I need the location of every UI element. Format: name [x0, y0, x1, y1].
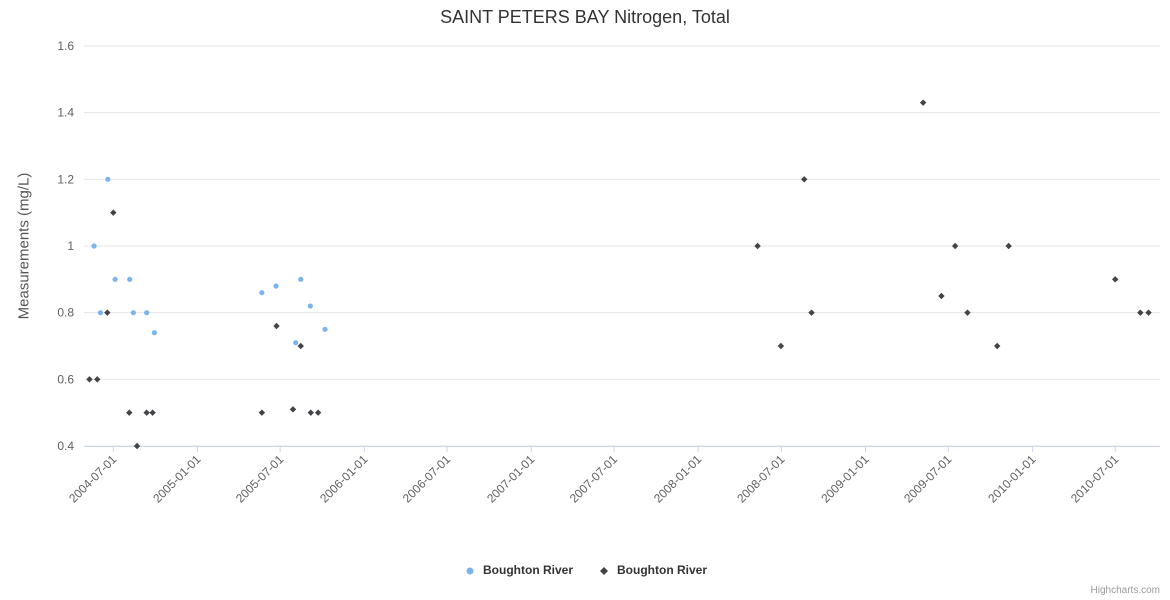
data-point[interactable] — [94, 376, 101, 383]
data-point[interactable] — [105, 176, 111, 182]
data-point[interactable] — [289, 406, 297, 413]
legend-item-boughton-river-1[interactable]: Boughton River — [463, 563, 573, 577]
data-point[interactable] — [307, 409, 315, 416]
data-point[interactable] — [91, 243, 97, 249]
data-point[interactable] — [322, 326, 328, 332]
y-tick-label: 1.4 — [57, 106, 74, 120]
x-tick-label: 2009-07-01 — [901, 452, 955, 506]
data-point[interactable] — [143, 409, 150, 416]
y-tick-label: 1.2 — [57, 172, 74, 186]
legend-label: Boughton River — [617, 563, 707, 577]
y-tick-label: 0.6 — [57, 372, 74, 386]
data-point[interactable] — [133, 442, 141, 450]
legend-item-boughton-river-2[interactable]: Boughton River — [597, 563, 707, 577]
data-point[interactable] — [1005, 242, 1012, 250]
x-tick-label: 2006-01-01 — [317, 452, 371, 506]
data-point[interactable] — [314, 409, 322, 416]
legend-label: Boughton River — [483, 563, 573, 577]
data-point[interactable] — [994, 342, 1001, 350]
data-point[interactable] — [273, 322, 280, 330]
data-point[interactable] — [801, 176, 808, 183]
data-point[interactable] — [1145, 309, 1152, 316]
diamond-marker-icon — [600, 567, 608, 575]
data-point[interactable] — [951, 242, 959, 250]
credits-link[interactable]: Highcharts.com — [1090, 585, 1160, 596]
x-tick-label: 2008-07-01 — [734, 452, 788, 506]
x-tick-label: 2009-01-01 — [818, 452, 872, 506]
y-tick-label: 1.6 — [57, 39, 74, 53]
chart-title: SAINT PETERS BAY Nitrogen, Total — [440, 7, 730, 27]
data-point[interactable] — [127, 276, 133, 282]
data-point[interactable] — [112, 276, 118, 282]
data-point[interactable] — [964, 309, 971, 316]
data-point[interactable] — [297, 342, 304, 350]
y-tick-label: 1 — [67, 239, 74, 253]
data-point[interactable] — [258, 409, 266, 416]
data-point[interactable] — [307, 303, 313, 309]
data-point[interactable] — [298, 276, 304, 282]
data-point[interactable] — [919, 99, 927, 106]
x-tick-label: 2008-01-01 — [651, 452, 705, 506]
data-point[interactable] — [1137, 309, 1144, 316]
circle-marker-icon — [466, 567, 474, 575]
x-tick-label: 2007-01-01 — [484, 452, 538, 506]
data-point[interactable] — [293, 340, 299, 346]
data-point[interactable] — [149, 409, 156, 416]
x-tick-label: 2010-07-01 — [1068, 452, 1122, 506]
x-tick-label: 2005-01-01 — [150, 452, 204, 506]
legend: Boughton River Boughton River — [0, 563, 1170, 577]
series-0-circle — [91, 176, 328, 346]
series-1-diamond — [86, 99, 1152, 450]
data-point[interactable] — [97, 310, 104, 316]
x-tick-label: 2010-01-01 — [985, 452, 1039, 506]
x-tick-label: 2004-07-01 — [66, 452, 120, 506]
x-tick-label: 2005-07-01 — [233, 452, 287, 506]
data-point[interactable] — [273, 283, 279, 289]
data-point[interactable] — [86, 376, 93, 383]
data-point[interactable] — [144, 310, 150, 316]
data-point[interactable] — [126, 409, 133, 416]
data-point[interactable] — [754, 242, 761, 250]
data-point[interactable] — [808, 309, 815, 316]
data-point[interactable] — [130, 310, 136, 316]
data-point[interactable] — [938, 292, 945, 300]
data-point[interactable] — [259, 290, 265, 296]
data-point[interactable] — [1111, 276, 1119, 283]
x-tick-label: 2006-07-01 — [400, 452, 454, 506]
data-point[interactable] — [104, 309, 111, 316]
x-tick-label: 2007-07-01 — [567, 452, 621, 506]
y-tick-label: 0.4 — [57, 439, 74, 453]
data-point[interactable] — [110, 209, 117, 216]
y-tick-label: 0.8 — [57, 306, 74, 320]
data-point[interactable] — [151, 330, 158, 336]
data-point[interactable] — [777, 342, 785, 350]
